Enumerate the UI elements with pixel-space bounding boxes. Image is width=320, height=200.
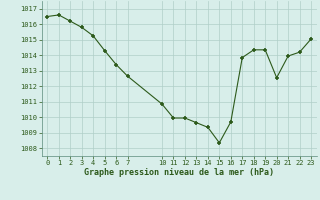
- X-axis label: Graphe pression niveau de la mer (hPa): Graphe pression niveau de la mer (hPa): [84, 168, 274, 177]
